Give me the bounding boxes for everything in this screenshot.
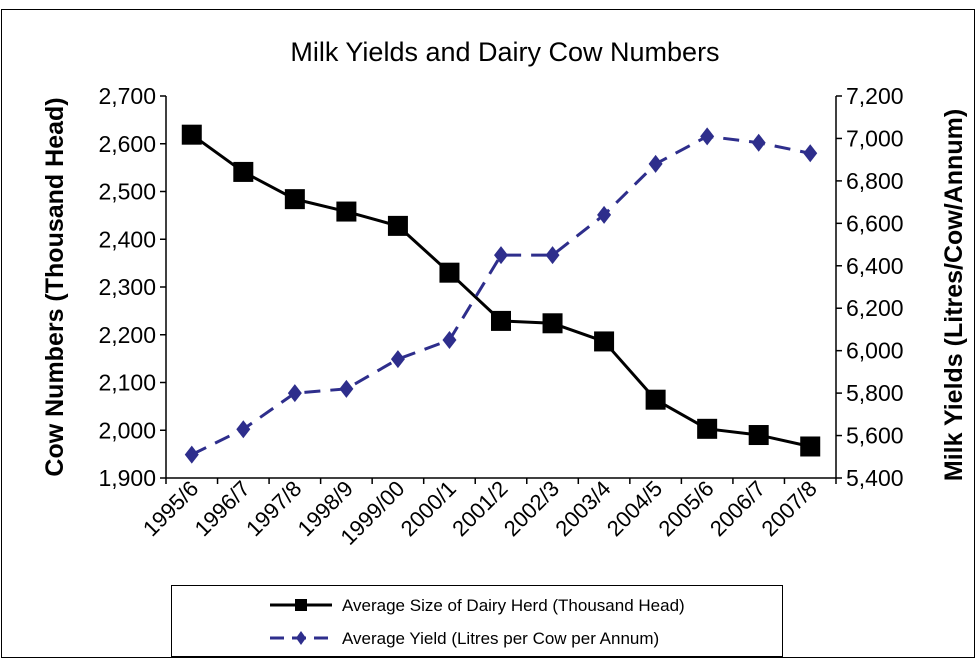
yield-point [390, 350, 405, 369]
chart-title: Milk Yields and Dairy Cow Numbers [290, 37, 719, 67]
right-tick-label: 6,000 [846, 338, 904, 364]
left-tick-label: 2,300 [98, 274, 156, 300]
herd-size-point [181, 124, 202, 145]
legend-entry-label: Average Yield (Litres per Cow per Annum) [342, 629, 659, 648]
herd-size-point [748, 425, 769, 446]
legend: Average Size of Dairy Herd (Thousand Hea… [171, 585, 783, 657]
left-tick-label: 2,000 [98, 417, 156, 443]
yield-point [751, 133, 766, 152]
yield-point [803, 144, 818, 163]
herd-size-point [542, 313, 563, 334]
yield-point [184, 445, 199, 464]
yield-point [545, 246, 560, 265]
herd-size-point [697, 418, 718, 439]
right-tick-label: 5,800 [846, 380, 904, 406]
herd-size-point [800, 436, 821, 457]
right-axis-label: Milk Yields (Litres/Cow/Annum) [940, 109, 968, 481]
herd-size-point [491, 310, 511, 331]
left-tick-label: 2,500 [98, 179, 156, 205]
chart-border [1, 9, 975, 658]
right-tick-label: 6,200 [846, 295, 904, 321]
herd-size-point [594, 331, 615, 352]
yield-point [287, 384, 302, 403]
right-tick-label: 5,400 [846, 465, 904, 491]
legend-square-marker [295, 599, 307, 611]
legend-diamond-marker [296, 631, 306, 645]
herd-size-point [284, 189, 305, 210]
left-tick-label: 2,400 [98, 226, 156, 252]
right-tick-label: 6,400 [846, 253, 904, 279]
right-tick-label: 5,600 [846, 423, 904, 449]
right-tick-label: 7,200 [846, 83, 904, 109]
left-tick-label: 1,900 [98, 465, 156, 491]
legend-entry-label: Average Size of Dairy Herd (Thousand Hea… [342, 596, 685, 615]
right-tick-label: 6,800 [846, 168, 904, 194]
legend-box [171, 585, 783, 657]
herd-size-point [439, 262, 460, 283]
left-tick-label: 2,600 [98, 131, 156, 157]
yield-point [339, 379, 354, 398]
left-tick-label: 2,700 [98, 83, 156, 109]
left-tick-label: 2,200 [98, 322, 156, 348]
right-tick-label: 6,600 [846, 210, 904, 236]
right-tick-label: 7,000 [846, 125, 904, 151]
herd-size-point [336, 201, 357, 222]
yield-point [700, 127, 715, 146]
left-axis-label: Cow Numbers (Thousand Head) [41, 97, 69, 476]
yield-point [236, 420, 251, 439]
yield-point [648, 154, 663, 173]
yield-point [597, 205, 612, 224]
herd-size-point [645, 389, 666, 410]
herd-size-point [233, 161, 254, 182]
herd-size-point [387, 215, 408, 236]
yield-point [494, 246, 508, 265]
left-tick-label: 2,100 [98, 370, 156, 396]
yield-point [442, 331, 457, 350]
